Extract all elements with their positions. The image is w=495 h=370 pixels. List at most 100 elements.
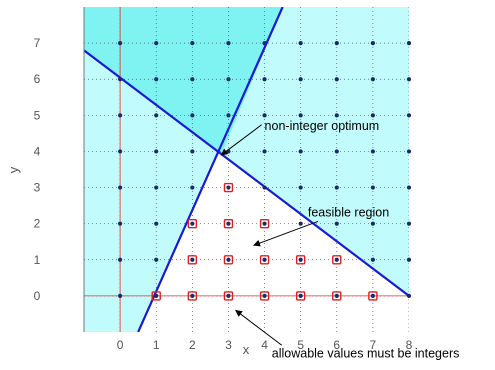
feasible-integer-point (187, 218, 198, 229)
feasible-integer-point (332, 291, 342, 301)
lattice-point (370, 113, 375, 118)
lattice-point (118, 221, 123, 226)
lattice-point (406, 77, 412, 82)
y-tick-label: 4 (34, 144, 41, 158)
constraint-line-1 (84, 49, 409, 297)
lattice-point (190, 293, 195, 298)
x-tick-label: 7 (370, 338, 377, 352)
lattice-point (298, 149, 303, 154)
lattice-point (154, 293, 159, 298)
annotation-arrow-2 (253, 220, 319, 247)
y-tick-label: 1 (34, 253, 41, 267)
feasible-integer-point (259, 218, 270, 229)
lattice-point (262, 221, 267, 226)
feasible-integer-point (259, 255, 270, 265)
lattice-point (226, 221, 231, 226)
lattice-point (334, 221, 339, 226)
lattice-point (298, 257, 303, 262)
lattice-point (334, 293, 339, 298)
y-tick-label: 7 (34, 36, 41, 50)
lattice-point (118, 293, 123, 298)
lattice-point (190, 77, 195, 82)
feasible-integer-point (295, 291, 306, 301)
x-tick-label: 6 (333, 338, 340, 352)
lattice-point (262, 185, 267, 190)
feasible-integer-point (187, 255, 198, 265)
y-tick-label: 3 (34, 181, 41, 195)
feasible-integer-point (223, 182, 234, 193)
lattice-point (298, 185, 303, 190)
lattice-point (262, 113, 267, 118)
lattice-point (370, 293, 375, 298)
lattice-point (226, 113, 231, 118)
lattice-point (118, 149, 123, 154)
y-tick-label: 6 (34, 72, 41, 86)
lattice-point (370, 41, 375, 46)
lattice-point (154, 149, 159, 154)
lattice-point (262, 149, 267, 154)
x-tick-label: 2 (189, 338, 196, 352)
y-tick-label: 2 (34, 217, 41, 231)
lattice-point (118, 77, 123, 82)
annotation-text-3: allowable values must be integers (272, 346, 460, 360)
lattice-point (370, 185, 375, 190)
lattice-point (298, 221, 303, 226)
lattice-point (154, 41, 159, 46)
y-tick-label: 5 (34, 108, 41, 122)
lattice-point (118, 113, 123, 118)
lattice-point (298, 293, 303, 298)
y-axis-label: y (6, 166, 21, 173)
lattice-point (190, 113, 195, 118)
lattice-point (406, 113, 412, 118)
lattice-point (406, 41, 412, 46)
lattice-point (262, 41, 267, 46)
lattice-point (262, 293, 267, 298)
lattice-point (406, 257, 412, 262)
lattice-point (226, 77, 231, 82)
x-tick-label: 1 (153, 338, 160, 352)
lattice-point (190, 185, 195, 190)
lattice-point (154, 113, 159, 118)
feasible-integer-point (151, 291, 161, 301)
lattice-point (334, 113, 339, 118)
lattice-point (226, 293, 231, 298)
feasible-integer-point (223, 218, 234, 229)
lattice-point (190, 257, 195, 262)
lattice-point (370, 149, 375, 154)
feasible-integer-point (223, 255, 234, 265)
feasible-integer-point (332, 255, 342, 265)
feasible-integer-point (259, 291, 270, 301)
feasible-integer-point (223, 291, 234, 301)
lattice-point (190, 41, 195, 46)
lattice-point (406, 185, 412, 190)
annotation-text-1: non-integer optimum (265, 119, 380, 133)
x-axis-label: x (243, 342, 250, 357)
lattice-point (190, 149, 195, 154)
x-tick-label: 3 (225, 338, 232, 352)
lattice-point (190, 221, 195, 226)
lattice-point (226, 41, 231, 46)
lattice-point (406, 293, 412, 298)
lattice-point (226, 257, 231, 262)
lattice-point (262, 77, 267, 82)
lattice-point (406, 149, 412, 154)
feasible-integer-point (187, 291, 198, 301)
lattice-point (370, 77, 375, 82)
lattice-point (154, 257, 159, 262)
lattice-point (298, 113, 303, 118)
annotation-arrow-1 (220, 124, 262, 156)
lattice-point (370, 221, 375, 226)
lattice-point (118, 185, 123, 190)
lattice-point (406, 221, 412, 226)
lattice-point (334, 257, 339, 262)
lattice-point (334, 77, 339, 82)
annotation-arrow-3 (235, 309, 283, 346)
lattice-point (226, 185, 231, 190)
x-tick-label: 4 (261, 338, 268, 352)
feasible-integer-point (295, 255, 306, 265)
lattice-point (334, 41, 339, 46)
lattice-point (298, 77, 303, 82)
feasible-integer-point (368, 291, 378, 301)
lattice-point (154, 221, 159, 226)
